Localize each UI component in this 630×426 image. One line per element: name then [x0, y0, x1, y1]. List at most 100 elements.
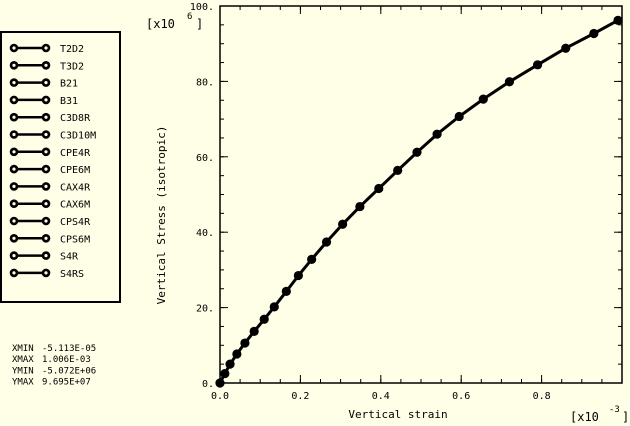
stat-value: -5.113E-05	[42, 344, 96, 354]
svg-text:[x10: [x10	[146, 17, 175, 31]
stat-label: YMAX	[12, 378, 34, 388]
series-line-group	[218, 18, 619, 384]
data-point	[454, 111, 464, 122]
stat-value: -5.072E+06	[42, 366, 96, 376]
legend-label: CPS4R	[60, 217, 91, 228]
y-axis-label: Vertical Stress (isotropic)	[155, 126, 168, 305]
legend-marker-hole	[12, 219, 16, 223]
data-point	[281, 286, 291, 296]
legend: T2D2 T3D2 B21 B31 C3D8R C3D10M CPE4R CPE6M CAX4R…	[0, 31, 121, 303]
y-tick-label: 20.	[196, 304, 214, 315]
legend-label: B21	[60, 79, 78, 90]
legend-item: T2D2	[9, 43, 84, 55]
data-point	[338, 219, 348, 229]
data-point	[249, 326, 259, 336]
tick-marks	[219, 5, 623, 384]
data-point	[269, 302, 279, 312]
data-point	[220, 368, 230, 379]
x-tick-label: 0.8	[533, 391, 551, 402]
data-point	[478, 94, 488, 104]
legend-marker-hole	[44, 98, 48, 102]
y-multiplier-close: ]	[196, 17, 203, 31]
legend-label: CPE6M	[60, 165, 90, 176]
y-tick-label: 100.	[190, 2, 214, 13]
y-tick-label: 0.	[202, 379, 214, 390]
legend-item: CPE6M	[9, 164, 90, 176]
data-point	[561, 43, 571, 53]
data-points	[215, 15, 623, 388]
legend-marker-hole	[12, 150, 16, 154]
stat-value: 1.006E-03	[42, 355, 91, 365]
legend-label: C3D8R	[60, 113, 91, 124]
legend-marker-hole	[12, 63, 16, 67]
plot-frame	[219, 5, 623, 384]
stat-label: XMIN	[12, 344, 34, 354]
legend-item: C3D10M	[9, 130, 96, 142]
y-tick-label: 80.	[196, 77, 214, 88]
legend-item: T3D2	[9, 61, 84, 72]
legend-label: CAX4R	[60, 182, 91, 193]
data-point	[504, 77, 515, 87]
legend-marker-hole	[44, 271, 48, 275]
data-point	[225, 359, 235, 369]
stat-row: XMIN -5.113E-05	[12, 344, 96, 354]
legend-marker-hole	[44, 184, 48, 188]
legend-marker-hole	[44, 150, 48, 154]
x-tick-label: 0.0	[211, 391, 229, 402]
legend-marker-hole	[12, 115, 16, 119]
legend-label: S4R	[60, 252, 79, 263]
x-multiplier: [x10 -3 ]	[570, 405, 629, 424]
legend-marker-hole	[12, 236, 16, 240]
legend-label: CAX6M	[60, 200, 90, 211]
y-tick-label: 40.	[196, 228, 214, 239]
legend-items: T2D2 T3D2 B21 B31 C3D8R C3D10M CPE4R CPE6M CAX4R…	[9, 43, 96, 280]
legend-marker-hole	[12, 271, 16, 275]
legend-label: CPE4R	[60, 148, 91, 159]
data-point	[232, 349, 242, 359]
data-point	[321, 237, 332, 247]
legend-marker-hole	[44, 132, 48, 137]
legend-item: B21	[9, 78, 78, 90]
y-multiplier-exponent: 6	[187, 12, 192, 22]
data-point	[355, 201, 365, 212]
x-tick-label: 0.2	[291, 391, 309, 402]
data-point	[374, 183, 384, 194]
legend-item: CAX6M	[9, 199, 90, 211]
legend-box	[0, 31, 121, 303]
data-point	[589, 28, 599, 39]
stat-label: XMAX	[12, 355, 34, 365]
legend-label: C3D10M	[60, 131, 96, 142]
legend-marker-hole	[44, 254, 48, 258]
legend-marker-hole	[12, 167, 16, 171]
legend-item: CPE4R	[9, 147, 91, 159]
x-multiplier-close: ]	[622, 410, 629, 424]
x-multiplier-base: [x10	[570, 410, 599, 424]
x-tick-label: 0.6	[452, 391, 470, 402]
tick-labels: 0.0 0.2 0.4 0.6 0.8 0. 20. 40. 60. 80. 100.	[190, 2, 551, 402]
data-point	[215, 378, 225, 388]
stat-row: YMIN -5.072E+06	[12, 366, 96, 376]
legend-label: T2D2	[60, 44, 84, 55]
stat-label: YMIN	[12, 366, 34, 376]
data-point	[259, 314, 269, 324]
x-axis-label: Vertical strain	[348, 408, 447, 421]
legend-item: S4RS	[9, 268, 84, 280]
legend-marker-hole	[44, 167, 48, 171]
legend-marker-hole	[44, 81, 48, 85]
legend-marker-hole	[44, 115, 48, 119]
stat-row: XMAX 1.006E-03	[12, 355, 91, 365]
legend-marker-hole	[44, 46, 48, 50]
legend-marker-hole	[12, 254, 16, 258]
stat-row: YMAX 9.695E+07	[12, 378, 91, 388]
legend-item: C3D8R	[9, 112, 91, 124]
legend-label: T3D2	[60, 61, 84, 72]
legend-marker-hole	[44, 236, 48, 240]
legend-marker-hole	[12, 132, 16, 137]
legend-item: CAX4R	[9, 182, 91, 193]
legend-marker-hole	[12, 46, 16, 50]
legend-label: B31	[60, 96, 78, 107]
data-point	[432, 129, 442, 139]
data-point	[393, 165, 403, 175]
